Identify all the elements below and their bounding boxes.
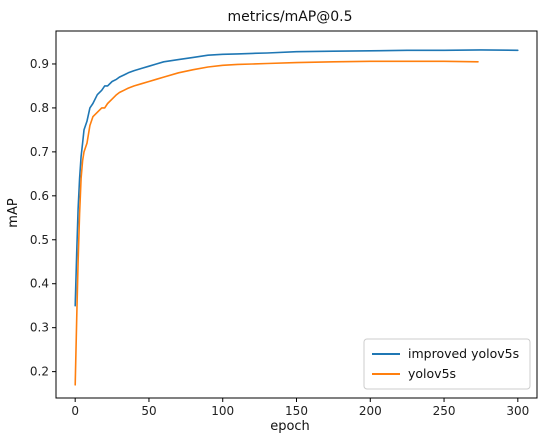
legend-label: yolov5s bbox=[408, 366, 456, 381]
x-tick-label: 150 bbox=[285, 404, 308, 418]
x-tick-label: 200 bbox=[359, 404, 382, 418]
x-axis-title: epoch bbox=[270, 419, 310, 434]
y-axis: 0.2 0.3 0.4 0.5 0.6 0.7 0.8 0.9 bbox=[30, 57, 56, 379]
plot-area bbox=[74, 49, 519, 386]
y-tick-label: 0.9 bbox=[30, 57, 49, 71]
x-axis: 0 50 100 150 200 250 300 bbox=[71, 398, 529, 418]
y-tick-label: 0.5 bbox=[30, 233, 49, 247]
legend-label: improved yolov5s bbox=[408, 346, 519, 361]
series-line-yolov5s bbox=[74, 60, 479, 386]
y-tick-label: 0.4 bbox=[30, 277, 49, 291]
x-tick-label: 100 bbox=[211, 404, 234, 418]
y-tick-label: 0.2 bbox=[30, 365, 49, 379]
y-tick-label: 0.3 bbox=[30, 321, 49, 335]
legend-box bbox=[363, 338, 531, 390]
x-tick-label: 300 bbox=[506, 404, 529, 418]
y-tick-label: 0.8 bbox=[30, 101, 49, 115]
y-tick-label: 0.6 bbox=[30, 189, 49, 203]
x-tick-label: 250 bbox=[433, 404, 456, 418]
y-tick-label: 0.7 bbox=[30, 145, 49, 159]
x-tick-label: 50 bbox=[141, 404, 156, 418]
y-axis-title: mAP bbox=[6, 198, 21, 228]
legend: improved yolov5s yolov5s bbox=[363, 338, 531, 390]
series-line-improved-yolov5s bbox=[74, 49, 519, 307]
x-tick-label: 0 bbox=[71, 404, 79, 418]
chart-title: metrics/mAP@0.5 bbox=[227, 9, 352, 25]
